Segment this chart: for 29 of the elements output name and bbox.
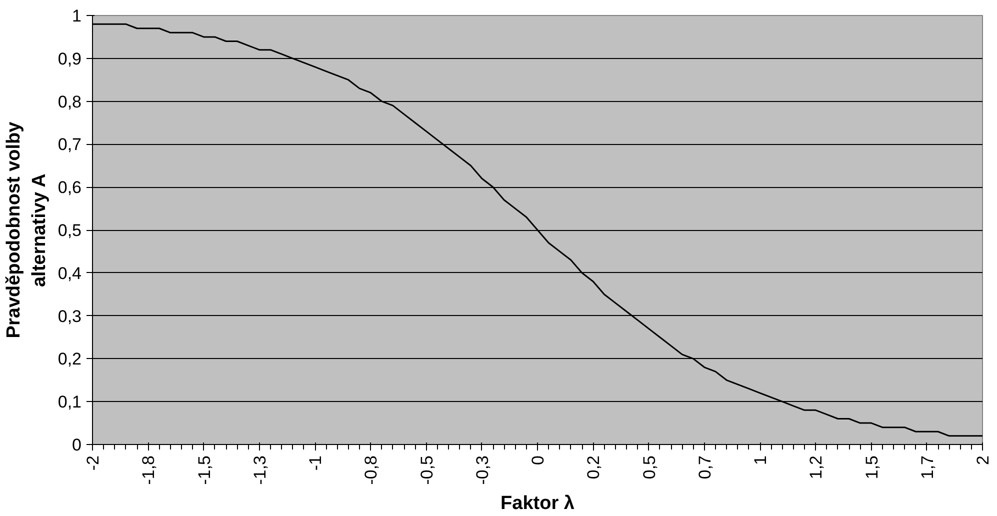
x-tick-label: 1,2 (806, 455, 826, 480)
y-tick-label: 0,2 (58, 350, 82, 369)
x-tick-label: -0,3 (472, 455, 492, 485)
y-tick-label: 0,5 (58, 221, 82, 240)
y-axis-title: Pravděpodobnost volby alternativy A (4, 121, 50, 338)
x-tick-label: 0,7 (695, 455, 714, 480)
y-tick-label: 0,4 (58, 264, 82, 283)
x-tick-label: 0,5 (640, 455, 659, 480)
x-tick-label: 1,5 (862, 455, 882, 480)
x-tick-label: 2 (974, 455, 992, 465)
x-tick-label: -2 (84, 455, 102, 471)
y-tick-label: 0,6 (58, 178, 82, 198)
x-tick-label: -1 (306, 455, 325, 471)
y-tick-label: 0,9 (58, 49, 82, 68)
y-tick-label: 0,1 (58, 392, 82, 412)
x-tick-label: -1,3 (250, 455, 270, 485)
x-tick-label: -0,8 (362, 455, 381, 485)
y-tick-label: 0,8 (58, 92, 82, 112)
x-tick-label: 1,7 (918, 455, 937, 480)
y-tick-label: 1 (72, 6, 82, 26)
x-tick-label: 0,2 (584, 455, 604, 480)
x-tick-label: -0,5 (417, 455, 436, 485)
x-tick-label: -1,8 (139, 455, 158, 485)
x-axis-title: Faktor λ (500, 492, 575, 514)
x-tick-label: 0 (528, 455, 548, 465)
x-tick-label: 1 (751, 455, 770, 465)
y-tick-label: 0,3 (58, 306, 82, 326)
x-tick-label: -1,5 (194, 455, 214, 485)
y-tick-label: 0,7 (58, 135, 82, 154)
